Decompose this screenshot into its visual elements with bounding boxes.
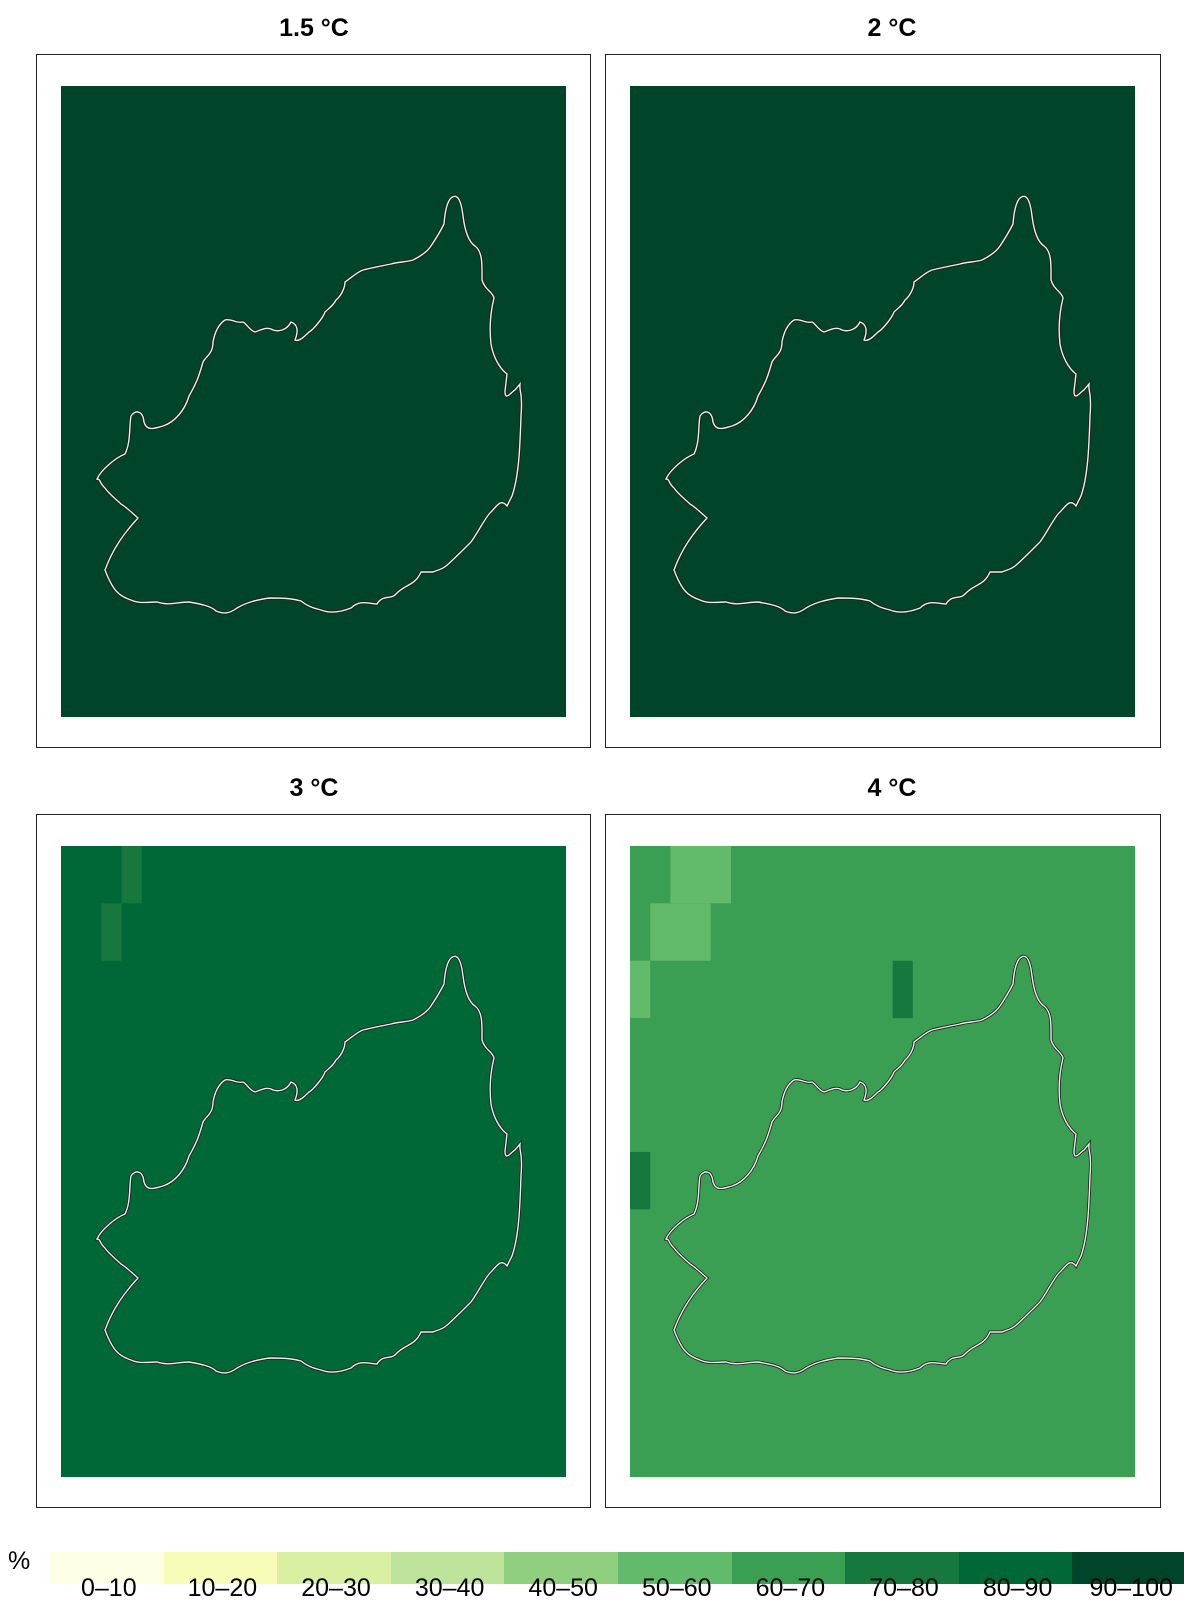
- legend-label: 0–10: [80, 1574, 137, 1602]
- legend-swatch: [50, 1552, 165, 1584]
- legend-swatch: [390, 1552, 505, 1584]
- map-background: [630, 86, 1135, 717]
- region-outline: [95, 955, 523, 1374]
- panel-title-4: 4 °C: [867, 774, 917, 802]
- grid-cell: [630, 1151, 651, 1210]
- grid-cell: [630, 960, 651, 1019]
- legend-swatch: [958, 1552, 1073, 1584]
- legend-label: 40–50: [528, 1574, 598, 1602]
- legend-label: 50–60: [642, 1574, 712, 1602]
- grid-cell: [670, 846, 731, 904]
- map-area-4: [630, 846, 1135, 1477]
- legend-label: 70–80: [869, 1574, 939, 1602]
- legend-label: 10–20: [187, 1574, 258, 1602]
- region-outline: [95, 195, 523, 614]
- legend-swatch: [845, 1552, 960, 1584]
- grid-cell: [101, 903, 122, 961]
- region-outline: [664, 955, 1092, 1374]
- map-background: [61, 86, 566, 717]
- legend-label: 60–70: [755, 1574, 826, 1602]
- legend-swatch: [731, 1552, 846, 1584]
- legend-label: 20–30: [301, 1574, 371, 1602]
- panel-title-1: 1.5 °C: [279, 14, 349, 42]
- grid-cell: [650, 903, 711, 961]
- map-background: [630, 846, 1135, 1477]
- legend-label: 30–40: [414, 1574, 485, 1602]
- legend-label: 80–90: [982, 1574, 1053, 1602]
- grid-cell: [121, 846, 142, 904]
- legend-label: 90–100: [1089, 1574, 1173, 1602]
- map-background: [61, 846, 566, 1477]
- map-area-2: [630, 86, 1135, 717]
- panel-title-3: 3 °C: [289, 774, 339, 802]
- map-area-3: [61, 846, 566, 1477]
- legend-swatch: [504, 1552, 619, 1584]
- region-outline: [664, 195, 1092, 614]
- grid-cell: [892, 960, 913, 1019]
- legend-swatch: [618, 1552, 733, 1584]
- map-area-1: [61, 86, 566, 717]
- legend-unit: %: [8, 1547, 31, 1575]
- legend-swatch: [277, 1552, 392, 1584]
- panel-title-2: 2 °C: [867, 14, 917, 42]
- legend-swatch: [163, 1552, 278, 1584]
- legend-swatch: [1072, 1552, 1184, 1584]
